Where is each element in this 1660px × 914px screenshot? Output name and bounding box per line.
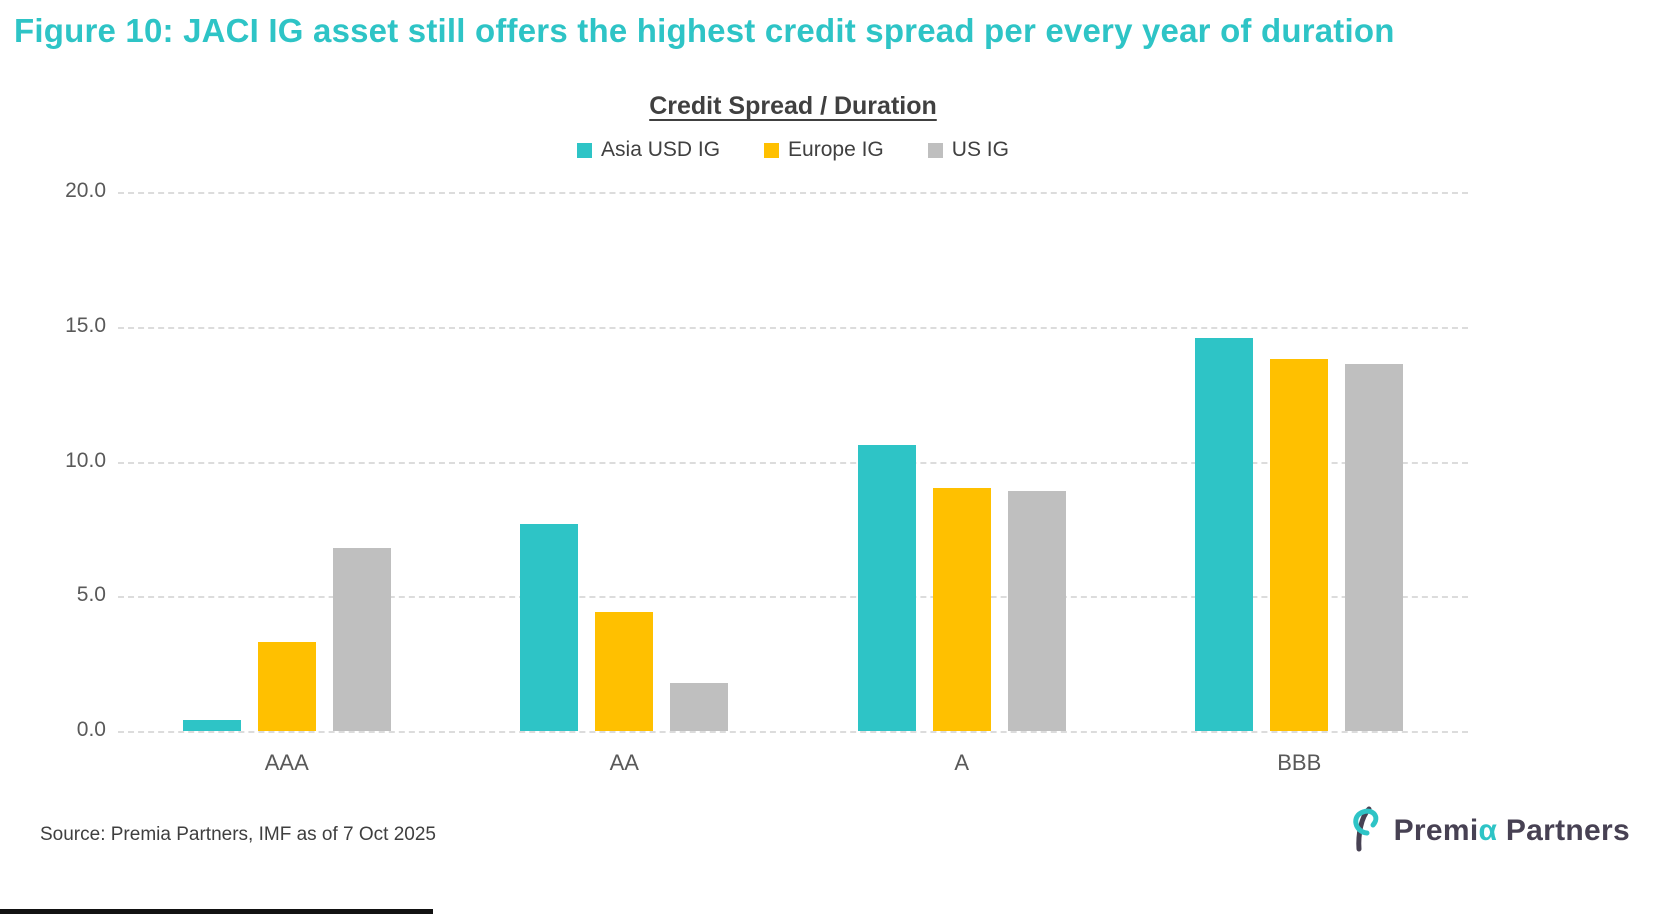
figure-title: Figure 10: JACI IG asset still offers th…: [14, 12, 1395, 49]
gridline: [118, 731, 1468, 733]
bar-us-ig-a: [1007, 491, 1066, 731]
premia-logo-icon: [1342, 804, 1384, 857]
x-tick-label: AA: [609, 750, 639, 775]
logo-text-pre: Premi: [1393, 813, 1479, 847]
bar-asia-usd-ig-a: [857, 445, 916, 731]
gridline: [118, 461, 1468, 464]
x-tick-label: A: [954, 750, 970, 775]
bar-europe-ig-aaa: [257, 642, 316, 731]
legend-label: Europe IG: [788, 138, 884, 161]
bar-us-ig-bbb: [1345, 364, 1404, 731]
legend-label: US IG: [951, 138, 1009, 161]
bar-group-aa: [520, 523, 729, 731]
legend-swatch: [577, 142, 593, 158]
bar-europe-ig-bbb: [1270, 359, 1329, 731]
bar-us-ig-aaa: [332, 547, 391, 731]
bar-us-ig-aa: [670, 682, 729, 731]
legend-item-europe-ig: Europe IG: [764, 138, 884, 162]
y-tick-label: 5.0: [76, 583, 106, 607]
bar-europe-ig-aa: [595, 612, 654, 731]
legend-item-us-ig: US IG: [927, 138, 1009, 162]
bar-group-aaa: [182, 547, 391, 731]
logo-wordmark: Premiα Partners: [1394, 814, 1630, 848]
y-tick-label: 10.0: [65, 448, 106, 472]
bar-group-bbb: [1195, 337, 1404, 731]
legend-item-asia-usd-ig: Asia USD IG: [577, 138, 720, 162]
y-tick-label: 15.0: [65, 313, 106, 337]
x-tick-label: AAA: [264, 750, 309, 775]
gridline: [118, 192, 1468, 194]
plot-area: [118, 192, 1468, 733]
legend: Asia USD IG Europe IG US IG: [118, 138, 1468, 162]
chart-title: Credit Spread / Duration: [649, 92, 937, 120]
bar-europe-ig-a: [932, 488, 991, 731]
bar-asia-usd-ig-aa: [520, 523, 579, 731]
y-tick-label: 0.0: [76, 718, 106, 741]
legend-swatch: [927, 142, 943, 158]
legend-label: Asia USD IG: [601, 138, 721, 161]
bottom-rule: [0, 909, 433, 914]
logo-text-post: Partners: [1497, 813, 1630, 847]
bar-group-a: [857, 445, 1066, 731]
y-axis: 20.0 15.0 10.0 5.0 0.0: [40, 179, 106, 741]
logo-text-alpha: α: [1478, 813, 1498, 847]
gridline: [118, 326, 1468, 329]
gridline: [118, 596, 1468, 599]
logo: Premiα Partners: [1342, 804, 1630, 857]
bar-asia-usd-ig-bbb: [1195, 337, 1254, 731]
source-note: Source: Premia Partners, IMF as of 7 Oct…: [40, 824, 436, 845]
legend-swatch: [764, 142, 780, 158]
y-tick-label: 20.0: [65, 179, 106, 202]
x-tick-label: BBB: [1277, 750, 1322, 775]
bar-asia-usd-ig-aaa: [182, 720, 241, 731]
x-axis: AAA AA A BBB: [118, 750, 1468, 782]
